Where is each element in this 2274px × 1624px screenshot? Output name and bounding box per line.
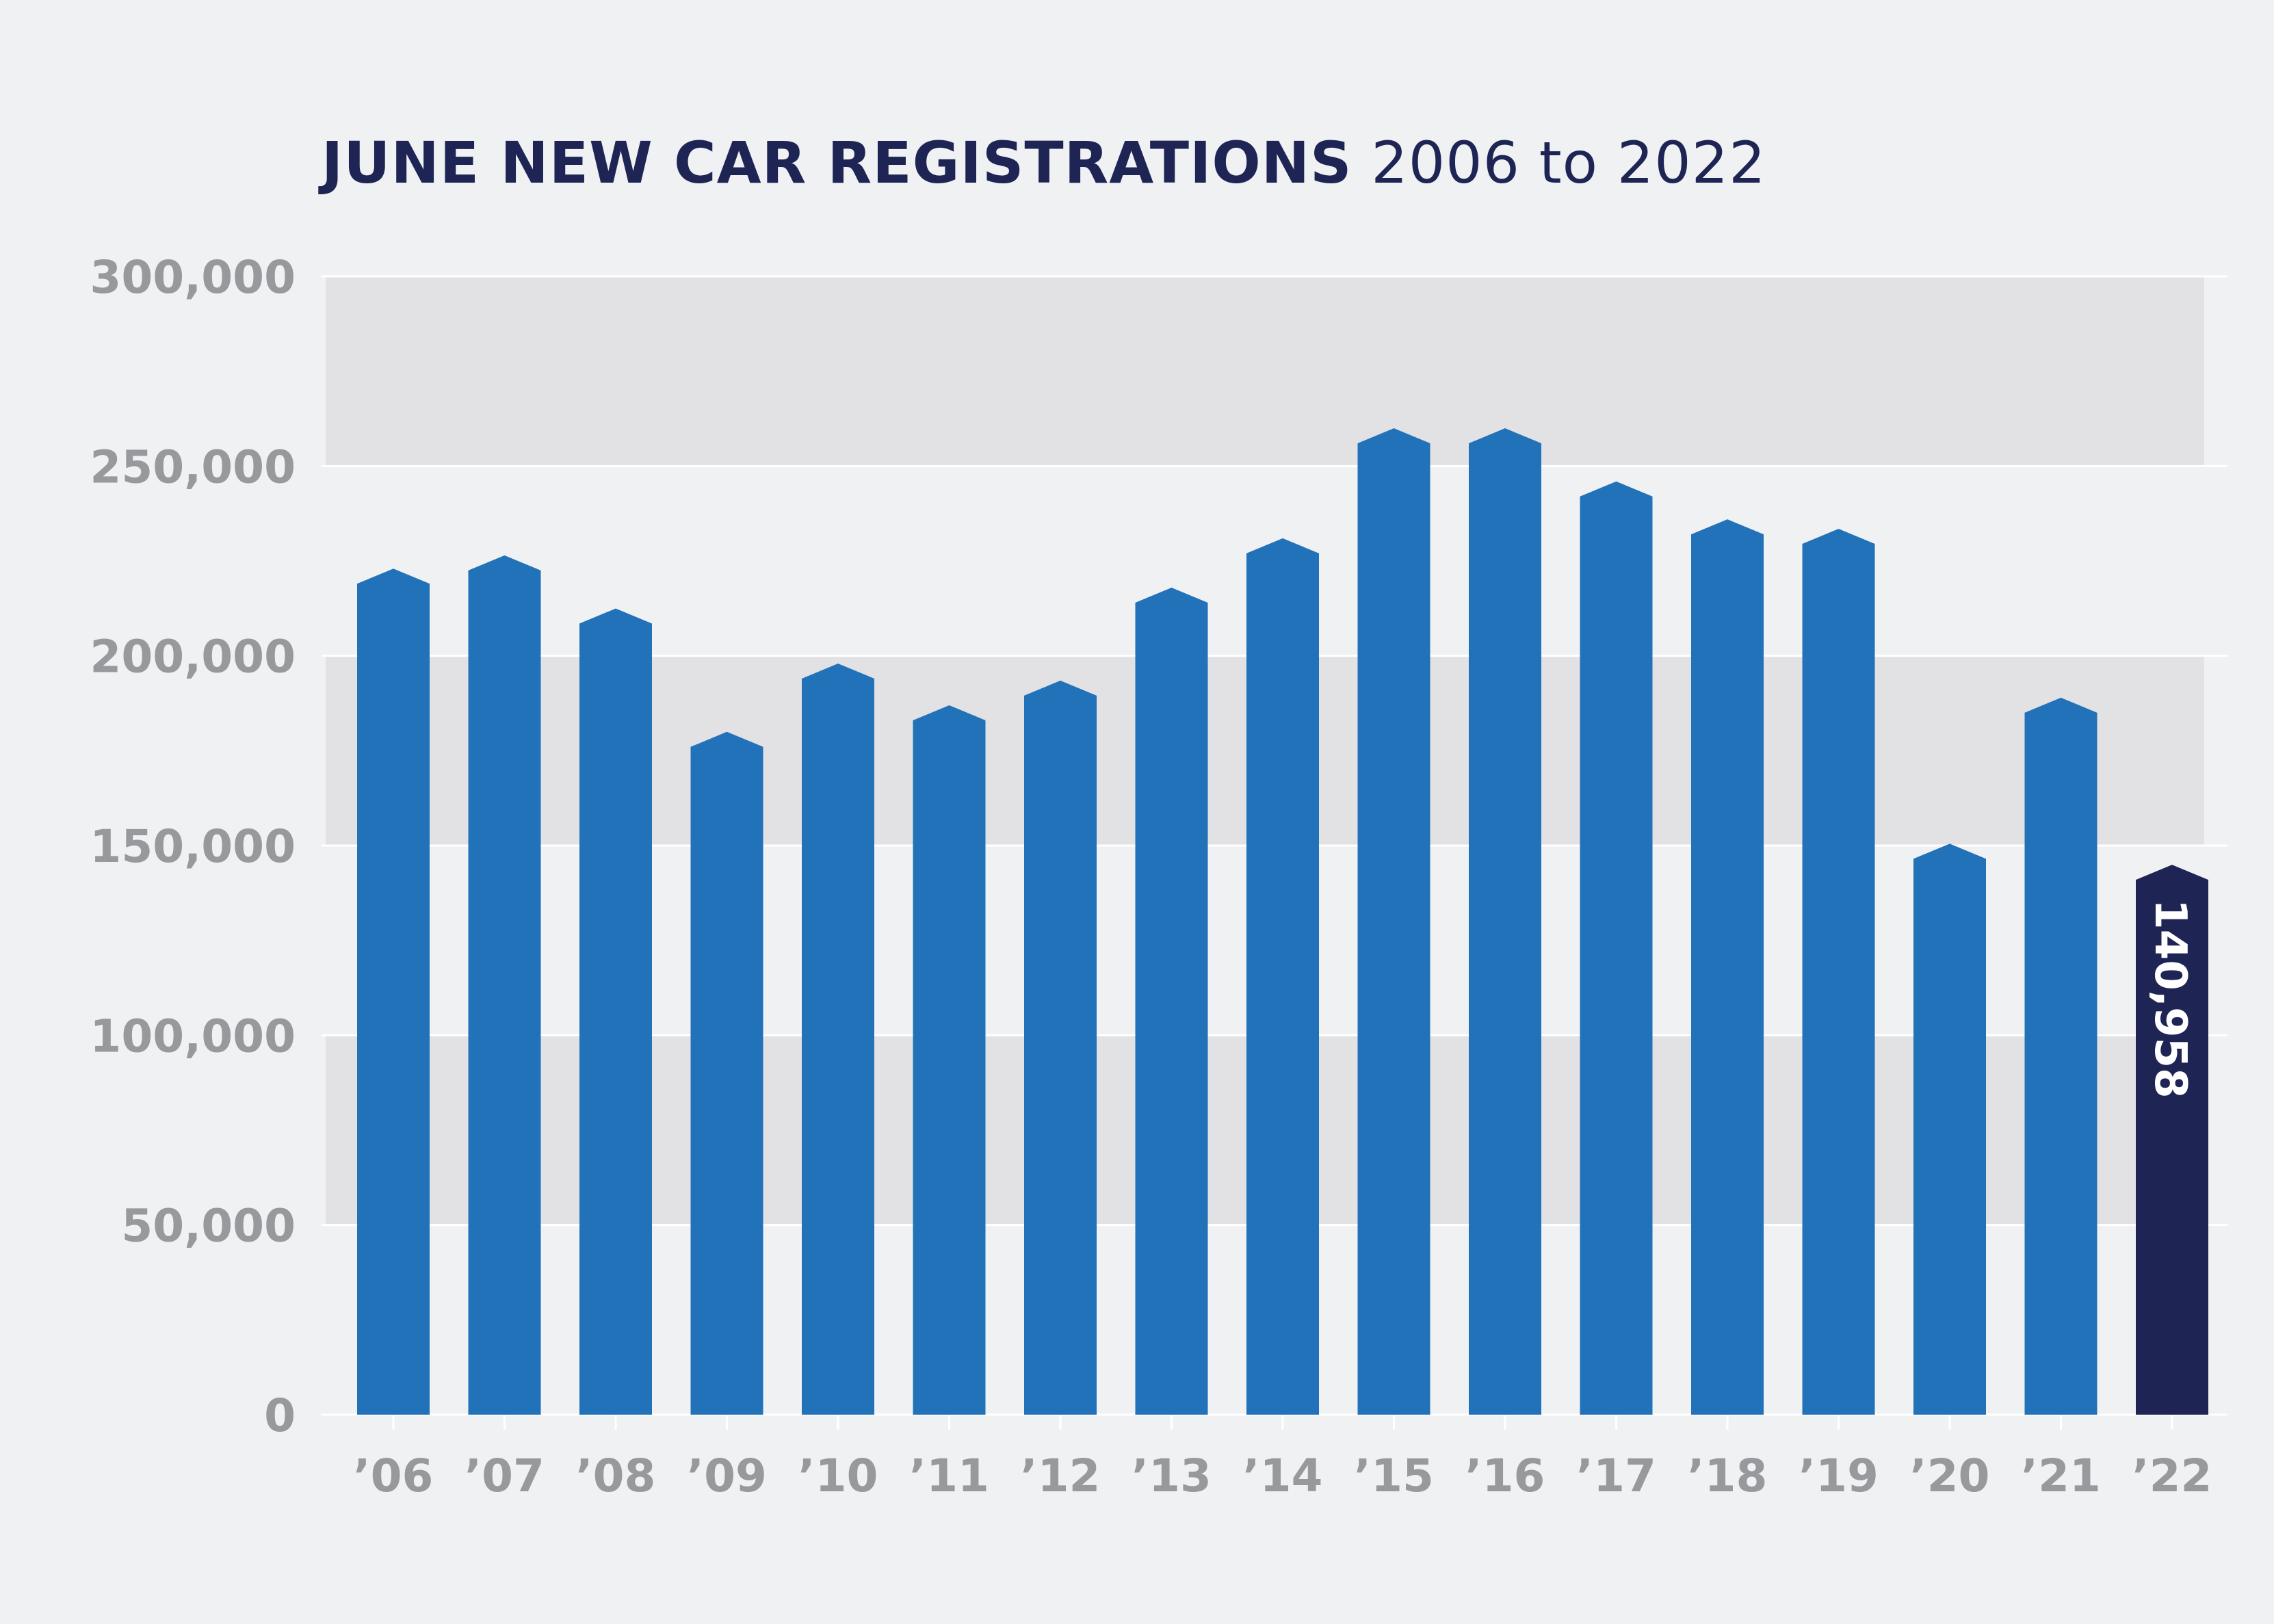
background-band xyxy=(326,276,2204,467)
bar xyxy=(1691,519,1764,1415)
bar xyxy=(357,568,430,1415)
y-axis-ticks: 0 50,000 100,000 150,000 200,000 250,000 300,0… xyxy=(90,251,296,1442)
x-tick-label: ’21 xyxy=(2021,1450,2101,1502)
x-tick-label: ’13 xyxy=(1132,1450,1212,1502)
x-tick-label: ’06 xyxy=(354,1450,434,1502)
x-tick-label: ’08 xyxy=(576,1450,656,1502)
y-tick-label: 200,000 xyxy=(90,631,296,683)
x-axis-tickmarks xyxy=(392,1415,2173,1430)
x-tick-label: ’11 xyxy=(909,1450,989,1502)
x-tick-label: ’12 xyxy=(1021,1450,1101,1502)
x-tick-label: ’22 xyxy=(2132,1450,2212,1502)
x-tick-label: ’10 xyxy=(798,1450,878,1502)
x-tick-label: ’18 xyxy=(1688,1450,1768,1502)
y-tick-label: 0 xyxy=(264,1389,296,1442)
y-tick-label: 250,000 xyxy=(90,441,296,493)
y-tick-label: 50,000 xyxy=(121,1200,296,1253)
bar xyxy=(2136,865,2208,1415)
bar xyxy=(468,555,541,1415)
x-tick-label: ’07 xyxy=(465,1450,545,1502)
bar xyxy=(579,608,652,1415)
bar xyxy=(1802,529,1875,1415)
x-tick-label: ’14 xyxy=(1243,1450,1323,1502)
bar xyxy=(1580,481,1653,1415)
chart-title-main: JUNE NEW CAR REGISTRATIONS xyxy=(322,129,1352,196)
x-axis-ticks: ’06 ’07 ’08 ’09 ’10 ’11 ’12 ’13 ’14 ’15 ’16 ’17 ’18 ’… xyxy=(354,1450,2212,1502)
bar xyxy=(802,663,874,1415)
bar xyxy=(1357,428,1430,1415)
x-tick-label: ’09 xyxy=(687,1450,767,1502)
bar xyxy=(1024,680,1097,1415)
bar xyxy=(690,731,763,1415)
x-tick-label: ’17 xyxy=(1576,1450,1656,1502)
y-tick-label: 300,000 xyxy=(90,251,296,304)
x-tick-label: ’19 xyxy=(1799,1450,1879,1502)
bars xyxy=(357,428,2208,1415)
y-tick-label: 100,000 xyxy=(90,1010,296,1062)
bar xyxy=(2024,697,2097,1415)
bar xyxy=(1469,428,1541,1415)
y-tick-label: 150,000 xyxy=(90,820,296,873)
data-labels: 140,958 xyxy=(2145,899,2195,1099)
x-tick-label: ’16 xyxy=(1465,1450,1545,1502)
data-label: 140,958 xyxy=(2145,899,2195,1099)
bar xyxy=(913,705,986,1415)
bar xyxy=(1135,588,1208,1415)
chart-title: JUNE NEW CAR REGISTRATIONS 2006 to 2022 xyxy=(322,122,1766,204)
x-tick-label: ’15 xyxy=(1354,1450,1434,1502)
x-tick-label: ’20 xyxy=(1910,1450,1990,1502)
bar xyxy=(1246,538,1319,1415)
chart-title-sub: 2006 to 2022 xyxy=(1371,129,1766,196)
bar xyxy=(1913,843,1986,1415)
